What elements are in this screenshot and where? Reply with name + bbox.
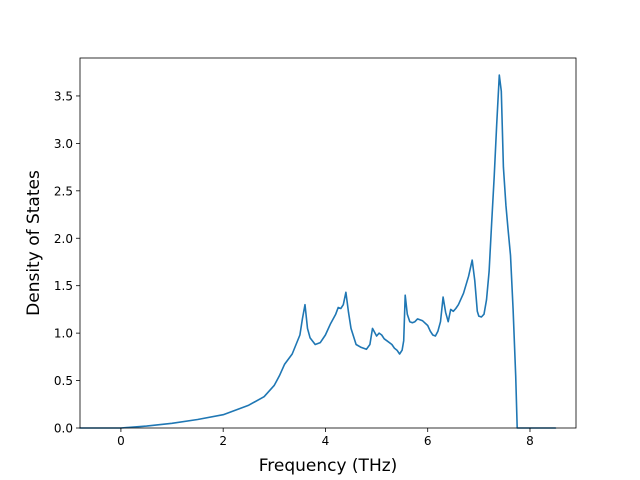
y-tick-label: 0.0	[54, 422, 73, 436]
y-tick-label: 0.5	[54, 374, 73, 388]
x-axis-label: Frequency (THz)	[259, 456, 398, 476]
plot-frame	[79, 57, 577, 429]
x-axis-ticks: 0 2 4 6 8	[117, 428, 534, 448]
y-tick-label: 3.5	[54, 89, 73, 103]
y-tick-label: 3.0	[54, 137, 73, 151]
x-tick-label: 0	[117, 434, 125, 448]
y-tick-label: 1.0	[54, 327, 73, 341]
y-axis-label: Density of States	[24, 170, 44, 316]
plot-area	[80, 58, 576, 428]
y-tick-label: 1.5	[54, 279, 73, 293]
y-axis-ticks: 0.0 0.5 1.0 1.5 2.0 2.5 3.0 3.5	[54, 89, 80, 436]
dos-series-line-0	[79, 74, 557, 429]
x-tick-label: 2	[219, 434, 227, 448]
y-tick-label: 2.5	[54, 184, 73, 198]
x-tick-label: 4	[322, 434, 330, 448]
y-tick-label: 2.0	[54, 232, 73, 246]
x-tick-label: 8	[526, 434, 534, 448]
x-tick-label: 6	[424, 434, 432, 448]
series-layer	[79, 74, 557, 429]
